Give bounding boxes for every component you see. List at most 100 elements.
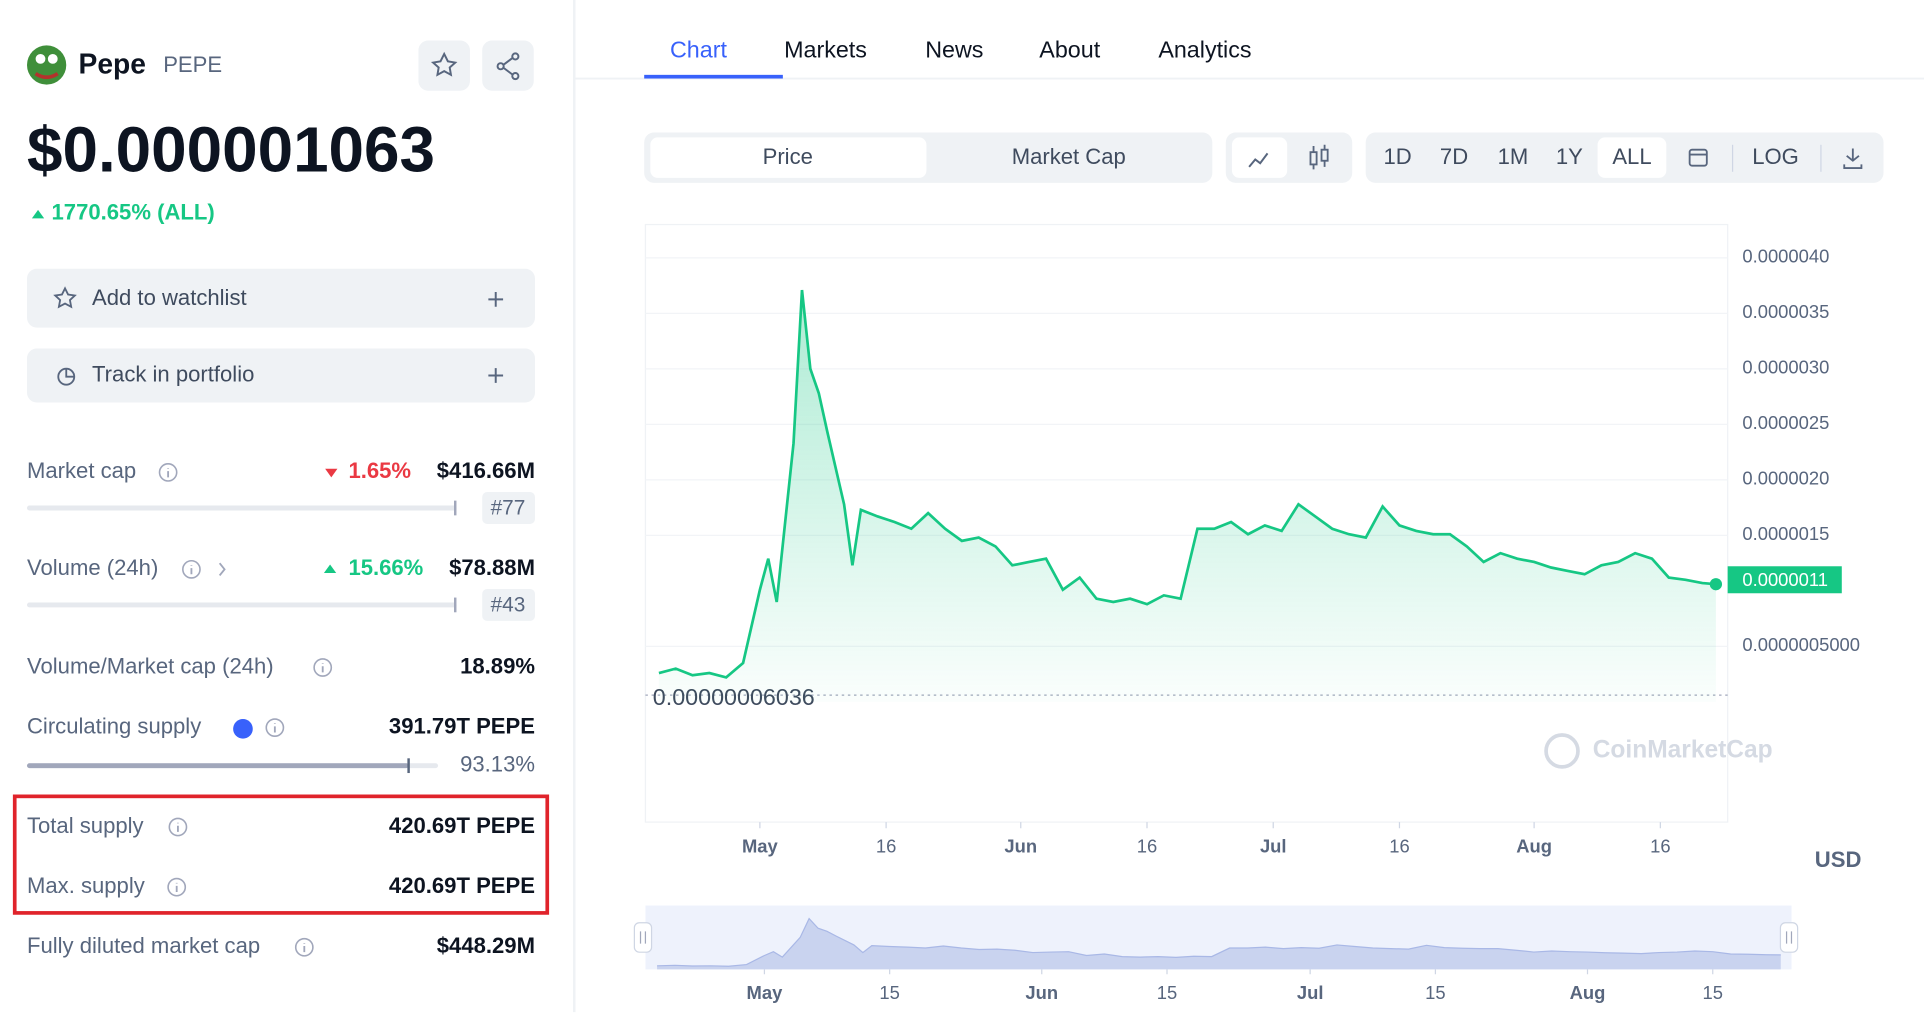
- tab[interactable]: News: [925, 37, 983, 63]
- navigator-tick-label: Jul: [1297, 982, 1324, 1003]
- calendar-button[interactable]: [1688, 148, 1708, 167]
- navigator-tick-label: May: [747, 982, 784, 1003]
- stat-value: 391.79T PEPE: [389, 713, 535, 738]
- download-button[interactable]: [1843, 148, 1863, 170]
- watermark-logo: [1544, 733, 1580, 769]
- range-button[interactable]: 1M: [1498, 144, 1529, 169]
- stat-value: 420.69T PEPE: [389, 873, 535, 898]
- stat-value: $416.66M: [437, 458, 535, 483]
- highlight-box: [12, 794, 550, 915]
- x-tick-label: 16: [1137, 836, 1157, 857]
- info-icon: [168, 817, 188, 837]
- navigator-handle[interactable]: [1779, 922, 1799, 953]
- y-tick-label: 0.0000005000: [1742, 634, 1860, 655]
- x-tick-label: 16: [1650, 836, 1670, 857]
- navigator-line: [657, 917, 1781, 967]
- handle-grip: [1785, 931, 1793, 944]
- x-tick-label: Aug: [1516, 836, 1552, 857]
- stat-label: Max. supply: [27, 873, 145, 898]
- y-tick-label: 0.0000015: [1742, 523, 1829, 544]
- navigator-tick-label: Jun: [1025, 982, 1058, 1003]
- price-tag: [1727, 566, 1842, 594]
- progress-track: [26, 602, 457, 608]
- price-line: [658, 289, 1717, 679]
- rank-badge: [482, 492, 535, 524]
- stat-label: Market cap: [27, 458, 136, 483]
- watchlist-button[interactable]: [26, 268, 535, 328]
- stat-label: Volume/Market cap (24h): [27, 653, 274, 678]
- watermark: CoinMarketCap: [1593, 736, 1773, 763]
- log-button[interactable]: LOG: [1752, 144, 1799, 169]
- stat-change: 1.65%: [348, 458, 411, 483]
- info-icon: [158, 463, 178, 482]
- price-tag-label: 0.0000011: [1742, 569, 1828, 590]
- watchlist-label: Add to watchlist: [92, 285, 247, 310]
- star-button[interactable]: [418, 40, 470, 91]
- stats: Market cap $416.66M 1.65% #77 Volume (24h) $7…: [27, 458, 535, 958]
- navigator-tick-label: 15: [1157, 982, 1177, 1003]
- y-tick-label: 0.0000030: [1742, 357, 1829, 378]
- navigator-tick-label: 15: [1425, 982, 1445, 1003]
- stat-label: Volume (24h): [27, 555, 158, 580]
- toggle-marketcap[interactable]: Market Cap: [1012, 144, 1126, 169]
- price-change: 1770.65% (ALL): [52, 199, 215, 224]
- plot-frame: [644, 223, 1729, 823]
- stat-value: $448.29M: [437, 933, 535, 958]
- supply-percent: 93.13%: [460, 752, 535, 777]
- tab[interactable]: Analytics: [1158, 37, 1251, 63]
- line-button[interactable]: [1231, 137, 1288, 178]
- change-arrow: [323, 564, 337, 574]
- range-button[interactable]: 1D: [1383, 144, 1411, 169]
- share-button[interactable]: [482, 40, 534, 91]
- x-tick-label: Jul: [1260, 836, 1287, 857]
- info-icon: [313, 658, 333, 677]
- price: $0.000001063: [27, 113, 435, 185]
- rank-badge: [482, 588, 535, 621]
- navigator-handle[interactable]: [633, 922, 653, 953]
- range-button[interactable]: 1Y: [1556, 144, 1583, 169]
- stat-label: Fully diluted market cap: [27, 933, 260, 958]
- x-tick-label: 16: [1389, 836, 1409, 857]
- x-tick-label: Jun: [1004, 836, 1037, 857]
- navigator-tick-label: 15: [1703, 982, 1723, 1003]
- tab[interactable]: About: [1039, 37, 1100, 63]
- change-arrow: [325, 468, 338, 478]
- portfolio-label: Track in portfolio: [92, 361, 254, 386]
- stat-label: Circulating supply: [27, 713, 201, 738]
- rank: #77: [491, 497, 526, 520]
- tab[interactable]: Chart: [670, 37, 727, 63]
- range-button[interactable]: ALL: [1612, 144, 1651, 169]
- chevron: [218, 562, 226, 577]
- y-tick-label: 0.0000035: [1742, 301, 1829, 322]
- rank: #43: [491, 594, 526, 617]
- x-tick-label: May: [742, 836, 779, 857]
- stat-value: 420.69T PEPE: [389, 813, 535, 838]
- info-icon: [167, 877, 187, 897]
- y-tick-label: 0.0000025: [1742, 412, 1829, 433]
- progress-end: [454, 597, 457, 613]
- y-tick-label: 0.0000040: [1742, 246, 1829, 267]
- portfolio-button[interactable]: [26, 348, 535, 403]
- stat-change: 15.66%: [348, 555, 423, 580]
- last-point: [1709, 578, 1723, 591]
- coin-name: Pepe: [79, 48, 146, 80]
- y-tick-label: 0.0000020: [1742, 468, 1829, 489]
- navigator-tick-label: 15: [879, 982, 899, 1003]
- info-icon: [294, 937, 314, 957]
- coin-symbol: PEPE: [163, 52, 222, 77]
- candle-button[interactable]: [1309, 144, 1329, 170]
- currency: USD: [1815, 847, 1862, 872]
- navigator-area: [657, 918, 1781, 970]
- toggle-price[interactable]: Price: [763, 144, 813, 169]
- stat-value: 18.89%: [460, 653, 535, 678]
- info-icon: [182, 559, 201, 579]
- navigator-tick-label: Aug: [1570, 982, 1606, 1003]
- x-tick-label: 16: [876, 836, 896, 857]
- tab[interactable]: Markets: [784, 37, 867, 63]
- progress-fill: [26, 763, 409, 769]
- price-area: [658, 290, 1716, 702]
- range-button[interactable]: 7D: [1440, 144, 1468, 169]
